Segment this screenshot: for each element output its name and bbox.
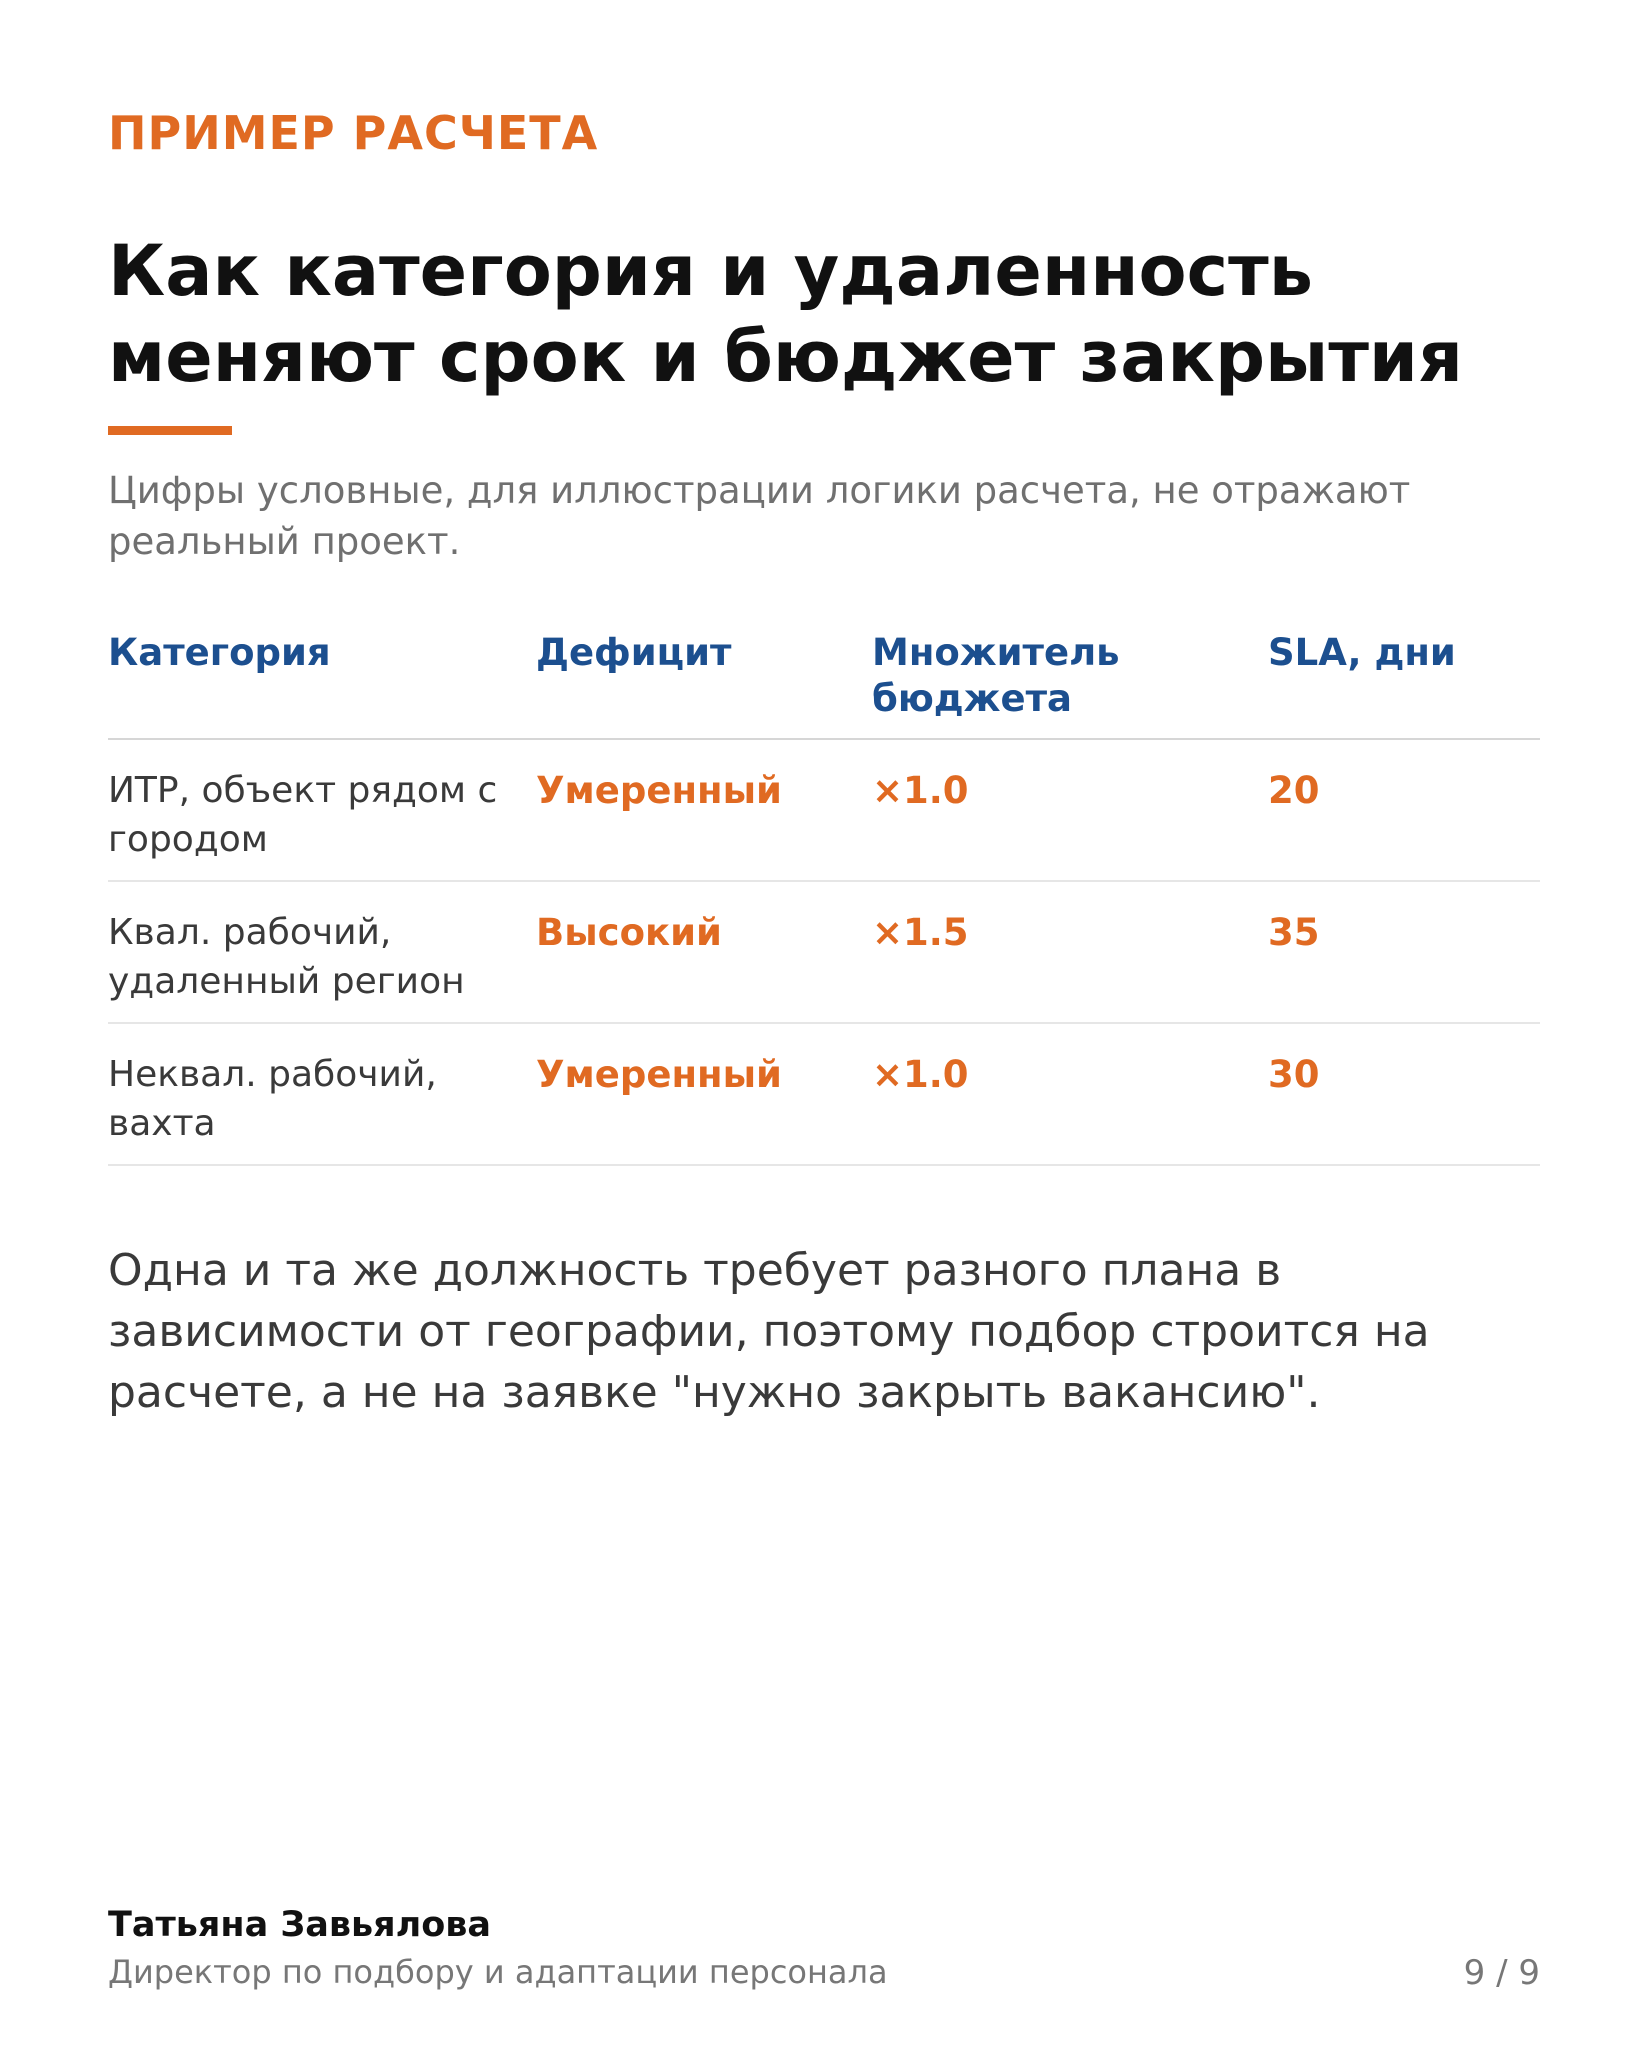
cell-sla: 20 [1268, 769, 1320, 812]
eyebrow-label: ПРИМЕР РАСЧЕТА [108, 106, 599, 160]
calculation-table: Категория Дефицит Множитель бюджета SLA,… [108, 630, 1540, 1166]
page-number: 9 / 9 [1463, 1953, 1540, 1993]
header-sla-days: SLA, дни [1268, 631, 1456, 674]
table-row: Квал. рабочий, удаленный регион Высокий … [108, 882, 1540, 1024]
page-title: Как категория и удаленность меняют срок … [108, 230, 1463, 398]
cell-deficit: Умеренный [536, 769, 782, 812]
cell-sla: 35 [1268, 911, 1320, 954]
cell-deficit: Умеренный [536, 1053, 782, 1096]
cell-category: ИТР, объект рядом с городом [108, 770, 498, 860]
disclaimer-subtitle: Цифры условные, для иллюстрации логики р… [108, 469, 1411, 563]
header-category: Категория [108, 631, 331, 674]
cell-sla: 30 [1268, 1053, 1320, 1096]
conclusion-paragraph: Одна и та же должность требует разного п… [108, 1245, 1430, 1418]
table-row: ИТР, объект рядом с городом Умеренный ×1… [108, 740, 1540, 882]
cell-multiplier: ×1.0 [872, 1053, 969, 1096]
cell-category: Квал. рабочий, удаленный регион [108, 912, 465, 1002]
slide-page: ПРИМЕР РАСЧЕТА Как категория и удаленнос… [108, 0, 1540, 2048]
table-row: Неквал. рабочий, вахта Умеренный ×1.0 30 [108, 1024, 1540, 1166]
header-budget-multiplier: Множитель бюджета [872, 631, 1120, 720]
accent-divider [108, 426, 232, 435]
cell-category: Неквал. рабочий, вахта [108, 1054, 437, 1144]
author-role: Директор по подбору и адаптации персонал… [108, 1953, 888, 1991]
cell-multiplier: ×1.0 [872, 769, 969, 812]
table-header-row: Категория Дефицит Множитель бюджета SLA,… [108, 630, 1540, 740]
cell-multiplier: ×1.5 [872, 911, 969, 954]
author-name: Татьяна Завьялова [108, 1905, 492, 1945]
cell-deficit: Высокий [536, 911, 722, 954]
header-deficit: Дефицит [536, 631, 732, 674]
